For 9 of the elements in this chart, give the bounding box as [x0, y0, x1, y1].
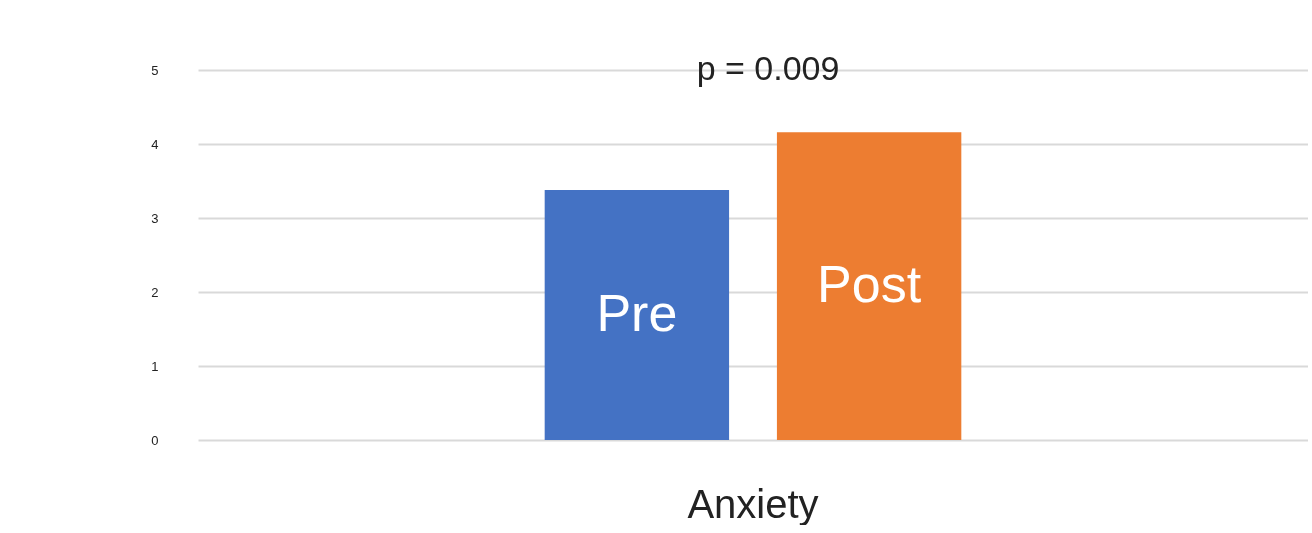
y-tick-label: 0 [151, 432, 159, 448]
series-label: Post [817, 255, 922, 314]
y-tick-label: 2 [151, 284, 159, 300]
y-tick-label: 1 [151, 358, 159, 374]
y-tick-label: 5 [151, 62, 159, 78]
y-tick-label: 4 [151, 136, 159, 152]
series-label: Pre [596, 283, 678, 342]
y-tick-label: 3 [151, 210, 159, 226]
annotation: p = 0.009 [696, 49, 840, 87]
